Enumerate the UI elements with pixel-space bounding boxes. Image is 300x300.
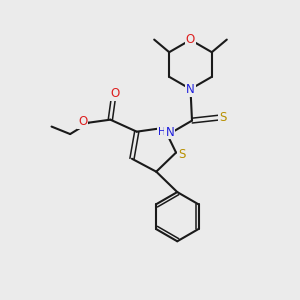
Text: S: S — [178, 148, 185, 160]
Text: O: O — [186, 33, 195, 46]
Text: S: S — [219, 110, 226, 124]
Text: O: O — [78, 115, 87, 128]
Text: O: O — [110, 87, 119, 100]
Text: N: N — [186, 82, 195, 96]
Text: H: H — [158, 127, 165, 137]
Text: N: N — [165, 125, 174, 139]
